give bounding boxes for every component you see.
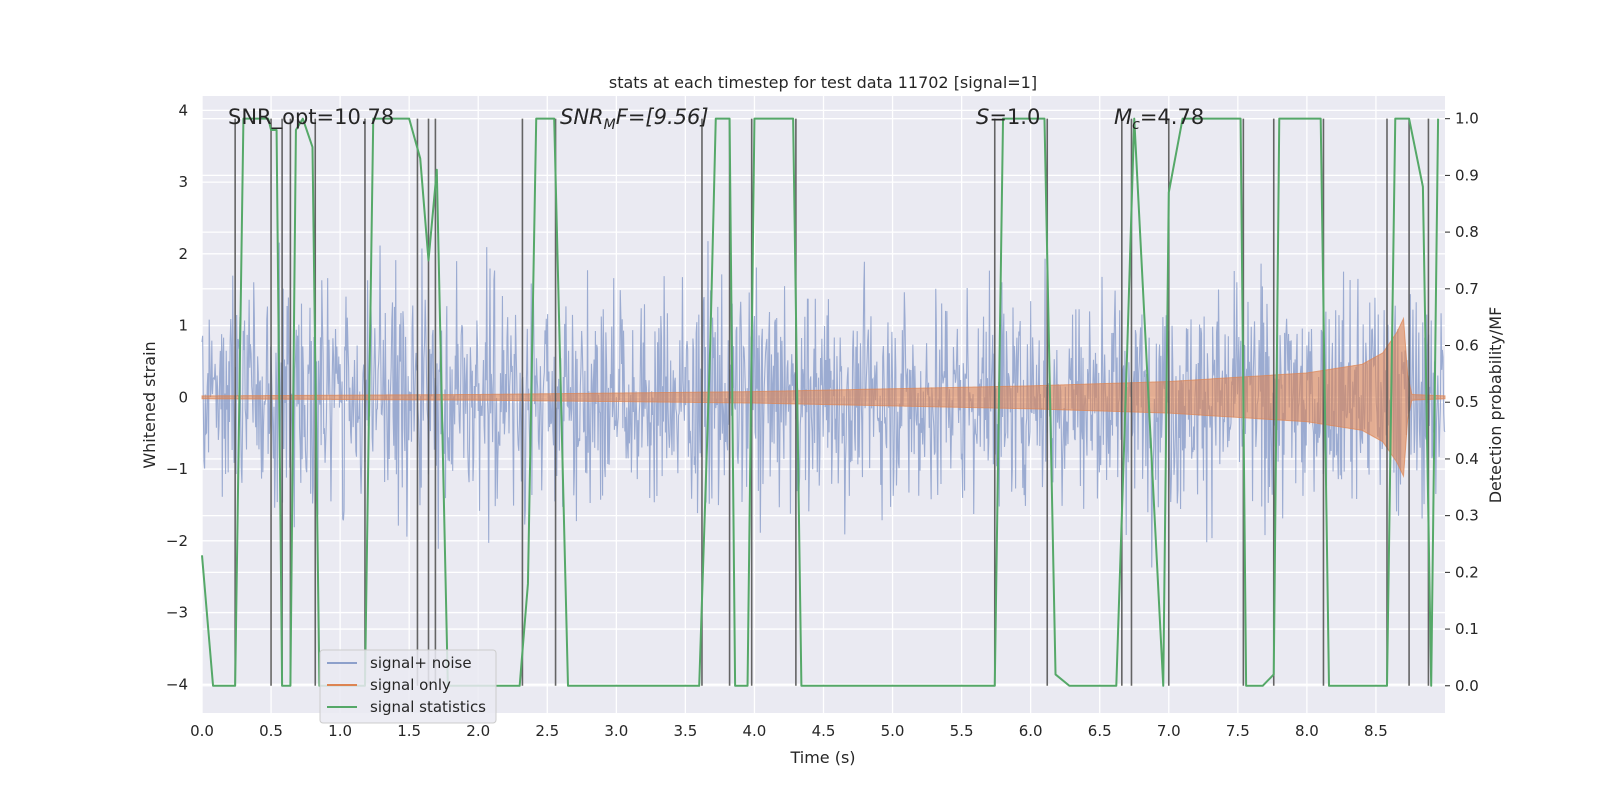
y2-tick-label: 0.9 (1455, 166, 1479, 184)
y2-tick-label: 0.3 (1455, 507, 1479, 525)
x-tick-label: 6.5 (1088, 722, 1112, 740)
annotation-s-label: S (976, 105, 989, 129)
y2-axis-ticks: 1.0 0.9 0.8 0.7 0.6 0.5 0.4 0.3 0.2 0.1 0.0 (1445, 110, 1479, 695)
y2-tick-label: 0.4 (1455, 450, 1479, 468)
annotation-snr-mf-sub: M (604, 117, 616, 133)
annotation-snr-mf-rest: F=[9.56] (616, 105, 709, 129)
x-tick-label: 0.0 (190, 722, 214, 740)
x-tick-label: 2.0 (466, 722, 490, 740)
y-tick-label: 1 (178, 317, 188, 335)
y2-tick-label: 0.8 (1455, 223, 1479, 241)
y-axis-ticks: 4 3 2 1 0 −1 −2 −3 −4 (166, 101, 188, 693)
legend-items: signal+ noise signal only signal statistic… (327, 654, 486, 716)
y2-tick-label: 0.7 (1455, 280, 1479, 298)
x-tick-label: 0.5 (259, 722, 283, 740)
x-tick-label: 4.5 (812, 722, 836, 740)
legend-label: signal statistics (370, 698, 486, 716)
x-tick-label: 4.0 (743, 722, 767, 740)
y-tick-label: −3 (166, 604, 188, 622)
y-tick-label: 0 (178, 388, 188, 406)
annotation-s: S=1.0 (976, 105, 1040, 129)
annotation-snr-mf: SNRMF=[9.56] (560, 105, 709, 133)
y-tick-label: −1 (166, 460, 188, 478)
y2-tick-label: 0.5 (1455, 393, 1479, 411)
annotation-mc-sub: c (1132, 117, 1140, 133)
legend: signal+ noise signal only signal statistic… (319, 649, 497, 724)
y2-tick-label: 0.0 (1455, 677, 1479, 695)
x-tick-label: 3.5 (673, 722, 697, 740)
x-tick-label: 7.0 (1157, 722, 1181, 740)
annotation-mc-label: M (1114, 105, 1132, 129)
x-tick-label: 5.0 (881, 722, 905, 740)
y-tick-label: −4 (166, 675, 188, 693)
legend-label: signal+ noise (370, 654, 472, 672)
x-tick-label: 8.0 (1295, 722, 1319, 740)
y-tick-label: −2 (166, 532, 188, 550)
annotation-mc: Mc=4.78 (1114, 105, 1204, 133)
signal-statistics-series (201, 117, 1440, 687)
signal-statistics-line (201, 117, 1440, 687)
signal-only-line (201, 316, 1446, 478)
annotation-snr-mf-main: SNR (560, 105, 604, 129)
x-axis-label: Time (s) (789, 748, 855, 767)
y2-tick-label: 0.6 (1455, 337, 1479, 355)
y2-tick-label: 0.1 (1455, 620, 1479, 638)
y-tick-label: 4 (178, 101, 188, 119)
x-tick-label: 2.5 (535, 722, 559, 740)
y2-tick-label: 1.0 (1455, 110, 1479, 128)
x-tick-label: 5.5 (950, 722, 974, 740)
legend-label: signal only (370, 676, 451, 694)
y-tick-label: 2 (178, 245, 188, 263)
y-axis-label: Whitened strain (140, 341, 159, 468)
x-tick-label: 1.5 (397, 722, 421, 740)
x-tick-label: 6.0 (1019, 722, 1043, 740)
y2-tick-label: 0.2 (1455, 563, 1479, 581)
legend-box (319, 649, 497, 724)
annotation-s-value: =1.0 (989, 105, 1040, 129)
x-tick-label: 7.5 (1226, 722, 1250, 740)
y-tick-label: 3 (178, 173, 188, 191)
y2-axis-label: Detection probability/MF (1486, 307, 1505, 504)
x-tick-label: 3.0 (604, 722, 628, 740)
chart-title: stats at each timestep for test data 117… (609, 73, 1037, 92)
signal-only-series (201, 316, 1446, 478)
x-tick-label: 1.0 (328, 722, 352, 740)
x-axis-ticks: 0.0 0.5 1.0 1.5 2.0 2.5 3.0 3.5 4.0 4.5 5.0 5.5 6.0 6… (190, 722, 1388, 740)
annotation-mc-value: =4.78 (1140, 105, 1204, 129)
annotation-snr-opt: SNR_opt=10.78 (228, 105, 394, 130)
x-tick-label: 8.5 (1364, 722, 1388, 740)
